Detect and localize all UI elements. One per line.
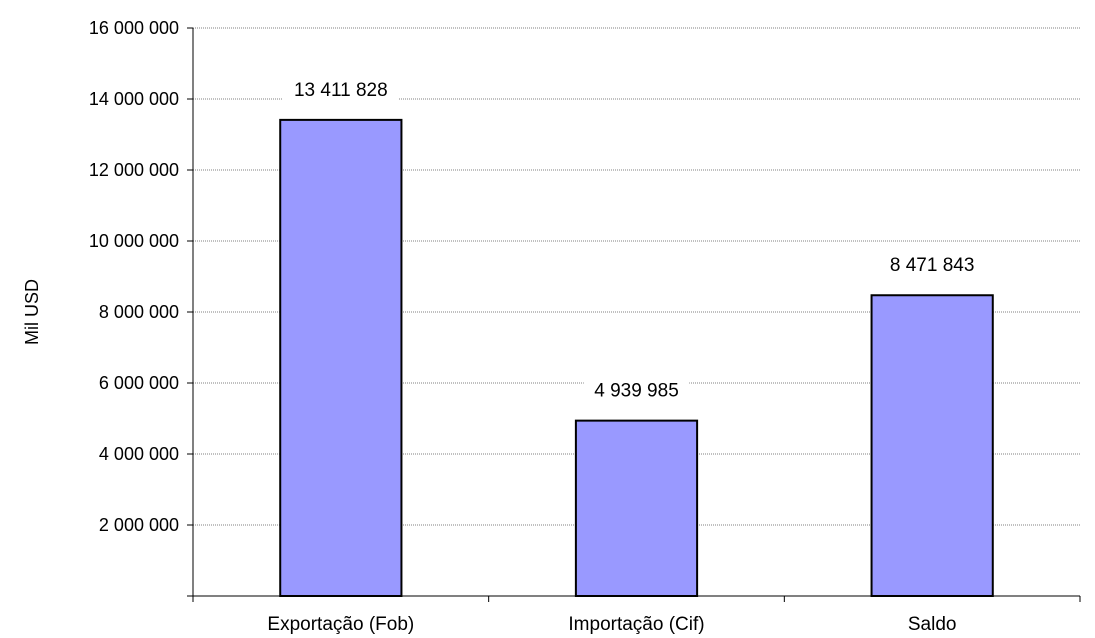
- y-axis-title: Mil USD: [22, 279, 42, 345]
- y-tick-label: 2 000 000: [99, 515, 179, 535]
- bar: [279, 118, 403, 598]
- data-label-bg: [583, 376, 690, 403]
- data-label-bg: [282, 75, 399, 102]
- data-label: 8 471 843: [890, 255, 975, 276]
- category-label: Importação (Cif): [568, 614, 704, 635]
- y-tick-labels: 2 000 000 4 000 000 6 000 000 8 000 000 10 0…: [89, 18, 179, 535]
- bar: [870, 294, 994, 597]
- data-label-bg: [879, 251, 985, 278]
- y-tick-label: 6 000 000: [99, 373, 179, 393]
- data-label: 13 411 828: [294, 80, 388, 101]
- y-tick-label: 12 000 000: [89, 160, 179, 180]
- bars: [279, 118, 994, 598]
- category-label: Saldo: [908, 614, 957, 635]
- axes: [187, 27, 1081, 602]
- y-tick-label: 10 000 000: [89, 231, 179, 251]
- y-tick-label: 4 000 000: [99, 444, 179, 464]
- category-labels: Exportação (Fob) Importação (Cif) Saldo: [267, 614, 956, 635]
- y-tick-label: 8 000 000: [99, 302, 179, 322]
- data-label: 4 939 985: [594, 381, 679, 402]
- data-labels: 13 411 828 4 939 985 8 471 843: [282, 75, 985, 403]
- bar: [574, 419, 699, 597]
- y-tick-label: 16 000 000: [89, 18, 179, 38]
- y-tick-label: 14 000 000: [89, 89, 179, 109]
- category-label: Exportação (Fob): [267, 614, 414, 635]
